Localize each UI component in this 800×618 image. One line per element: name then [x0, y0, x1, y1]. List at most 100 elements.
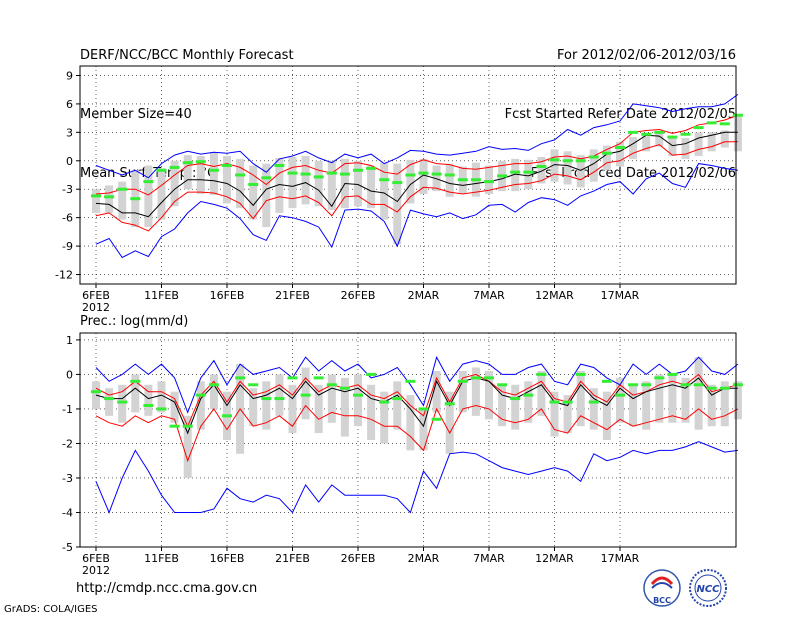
bcc-logo-text: BCC	[653, 596, 671, 605]
temp-box	[367, 165, 376, 209]
temp-box	[249, 165, 258, 220]
precip-box	[144, 384, 153, 416]
temp-box	[707, 132, 716, 152]
temp-lower-line	[95, 141, 738, 232]
temp-box	[642, 136, 651, 152]
temp-ytick-label: -9	[62, 240, 73, 253]
bcc-logo: BCC	[643, 569, 681, 607]
precip-box	[537, 370, 546, 416]
precip-box	[327, 374, 336, 423]
precip-ytick-label: -5	[62, 541, 73, 554]
precip-box	[616, 377, 624, 423]
temp-ytick-label: 6	[66, 98, 73, 111]
precip-box	[576, 370, 585, 427]
temp-ytick-label: 9	[66, 69, 73, 82]
ncc-logo-text: NCC	[696, 584, 720, 595]
temp-box	[223, 156, 231, 204]
precip-box	[275, 374, 284, 416]
temp-upper-line	[95, 114, 739, 196]
temp-ytick-label: -3	[62, 183, 73, 196]
precip-max-line	[95, 355, 739, 414]
agency-logos: BCC NCC	[643, 569, 727, 607]
precip-box	[118, 384, 127, 423]
temp-ytick-label: -6	[62, 212, 73, 225]
temp-box	[209, 152, 218, 195]
precip-box	[694, 357, 703, 430]
precip-ytick-label: 0	[66, 368, 73, 381]
precip-box	[602, 391, 611, 440]
precip-box	[589, 388, 598, 430]
temp-box	[485, 165, 493, 194]
temp-box	[563, 151, 572, 185]
temp-box	[144, 165, 153, 228]
precip-xtick-label: 6FEB	[82, 552, 110, 565]
temp-xtick-label: 7MAR	[473, 289, 505, 302]
precip-box	[485, 370, 493, 420]
temp-box	[629, 137, 638, 159]
precip-box	[629, 384, 638, 427]
precip-box	[733, 381, 742, 420]
temp-xtick-label: 21FEB	[275, 289, 310, 302]
precip-box	[301, 367, 310, 420]
temp-box	[524, 159, 533, 190]
precip-box	[157, 381, 166, 413]
precip-box	[209, 374, 218, 409]
temp-box	[550, 149, 559, 182]
chart-title: DERF/NCC/BCC Monthly Forecast	[80, 48, 294, 63]
precip-xtick-label: 7MAR	[473, 552, 505, 565]
precip-box	[340, 377, 349, 437]
temp-xtick-label: 16FEB	[210, 289, 245, 302]
temp-xtick-label: 26FEB	[341, 289, 376, 302]
temp-box	[668, 137, 677, 157]
temp-xtick-label: 12MAR	[535, 289, 574, 302]
temp-year-label: 2012	[82, 301, 110, 314]
precip-box	[354, 374, 362, 427]
temp-box	[406, 159, 415, 204]
temp-box	[694, 132, 703, 157]
temp-box	[393, 163, 402, 245]
member-size: Member Size=40	[80, 107, 192, 122]
precip-box	[432, 370, 441, 413]
temp-panel: 9 6 3 0 -3 -6 -9 -12 6FEB 11FEB 16FEB 21FEB 26FEB 2MA…	[55, 65, 743, 314]
precip-box	[249, 388, 258, 427]
precip-box	[655, 374, 664, 423]
precip-ytick-label: -1	[62, 403, 73, 416]
temp-box	[275, 157, 284, 213]
precip-box	[380, 391, 389, 444]
precip-box	[550, 391, 559, 437]
temp-box	[616, 141, 624, 167]
temp-xtick-label: 17MAR	[601, 289, 640, 302]
precip-box	[393, 381, 402, 430]
temp-box	[445, 163, 454, 197]
precip-box	[131, 374, 140, 413]
temp-xtick-label: 6FEB	[82, 289, 110, 302]
refer-date: Fcst Started Refer Date 2012/02/05	[504, 107, 736, 122]
temp-box	[105, 185, 114, 213]
temp-box	[170, 160, 179, 207]
temp-ytick-label: -12	[55, 269, 73, 282]
precip-xtick-label: 17MAR	[601, 552, 640, 565]
precip-box	[406, 395, 415, 451]
precip-box	[262, 381, 271, 430]
precip-xtick-label: 21FEB	[275, 552, 310, 565]
precip-box	[367, 384, 376, 440]
precip-box	[498, 384, 507, 427]
grads-credit: GrADS: COLA/IGES	[4, 604, 98, 615]
temp-mean-line	[95, 131, 738, 218]
temp-box	[196, 156, 205, 194]
precip-box	[170, 391, 179, 423]
temp-box	[118, 181, 127, 220]
temp-box	[380, 162, 389, 220]
temp-box	[157, 168, 166, 220]
precip-box	[668, 374, 677, 423]
precip-box	[458, 370, 467, 413]
temp-box	[511, 158, 520, 192]
precip-ytick-label: -4	[62, 506, 73, 519]
temp-max-line	[95, 93, 739, 179]
forecast-period: For 2012/02/06-2012/03/16	[557, 48, 736, 63]
precip-xtick-label: 16FEB	[210, 552, 245, 565]
source-url[interactable]: http://cmdp.ncc.cma.gov.cn	[76, 581, 258, 596]
precip-lower-line	[95, 404, 739, 463]
precip-box	[105, 388, 114, 416]
temp-box	[288, 156, 297, 209]
